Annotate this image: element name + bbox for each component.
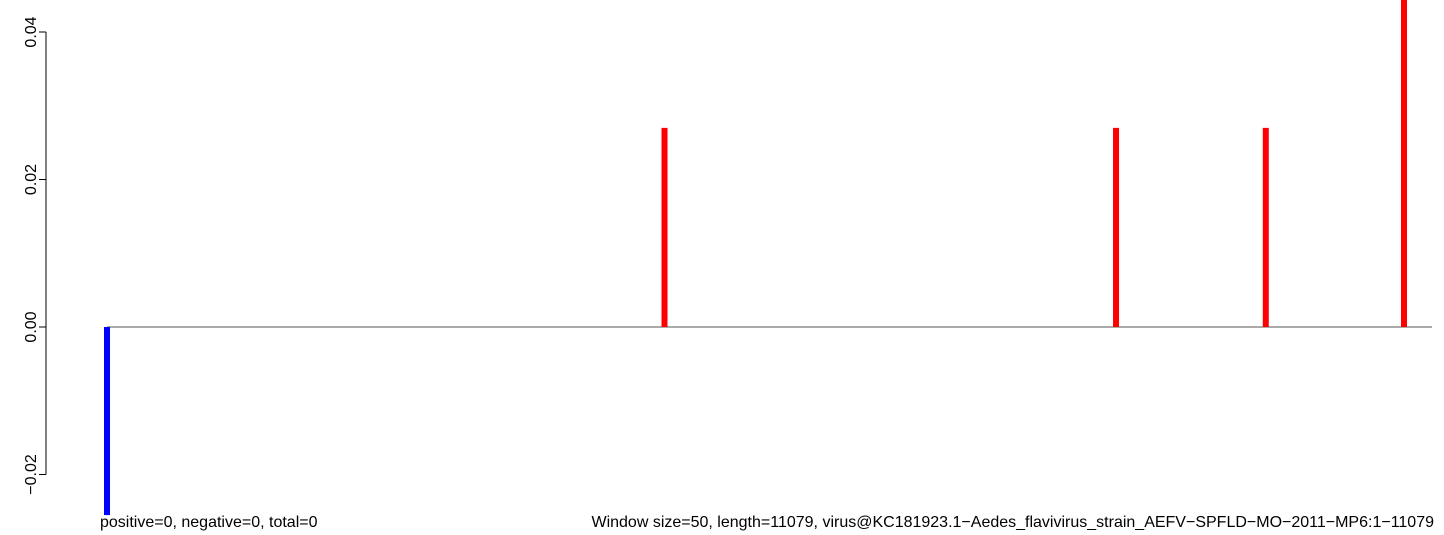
bars	[104, 0, 1407, 516]
caption-window-info: Window size=50, length=11079, virus@KC18…	[591, 514, 1434, 531]
bar-positive	[661, 127, 668, 327]
y-tick-label: 0.02	[23, 164, 40, 195]
y-tick-label: 0.04	[23, 16, 40, 47]
bar-negative	[104, 327, 110, 516]
bar-positive	[1401, 0, 1407, 327]
y-tick-label: 0.00	[23, 311, 40, 342]
y-tick-label: −0.02	[23, 454, 40, 495]
caption-counts: positive=0, negative=0, total=0	[100, 514, 318, 531]
y-axis: −0.02 0.00 0.02 0.04	[23, 16, 47, 495]
bar-positive	[1262, 127, 1269, 327]
bar-positive	[1113, 127, 1120, 327]
